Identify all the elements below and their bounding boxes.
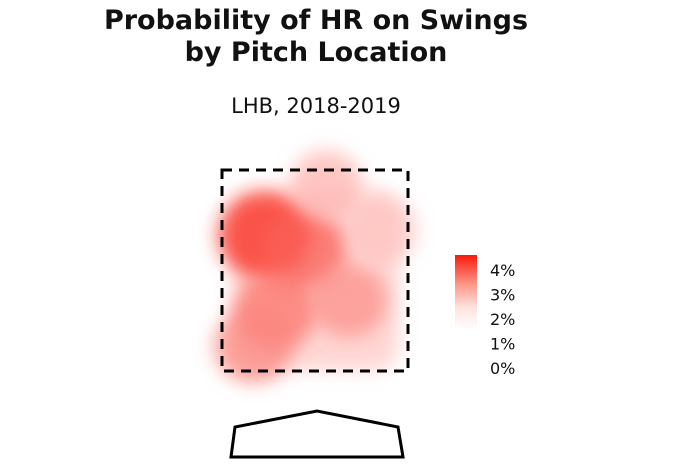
legend-tick-label: 0% — [490, 359, 515, 378]
home-plate — [229, 409, 405, 459]
legend-tick-label: 4% — [490, 261, 515, 280]
legend-tick-label: 3% — [490, 286, 515, 305]
strike-zone — [220, 168, 410, 373]
chart-subtitle: LHB, 2018-2019 — [231, 94, 401, 118]
chart-title-line2: by Pitch Location — [184, 37, 448, 68]
chart-title-line1: Probability of HR on Swings — [103, 5, 529, 36]
legend-tick-label: 1% — [490, 335, 515, 354]
color-legend: 4% 3% 2% 1% 0% — [455, 255, 515, 378]
heat-surface — [213, 150, 417, 384]
legend-colorbar — [455, 255, 477, 330]
heat-hotspot-7 — [347, 196, 417, 264]
heat-hotspot-6 — [290, 150, 363, 220]
heat-hotspot-5 — [213, 308, 293, 384]
heat-hotspot-4 — [310, 263, 388, 338]
heat-hotspot-2 — [261, 210, 347, 291]
legend-tick-label: 2% — [490, 310, 515, 329]
